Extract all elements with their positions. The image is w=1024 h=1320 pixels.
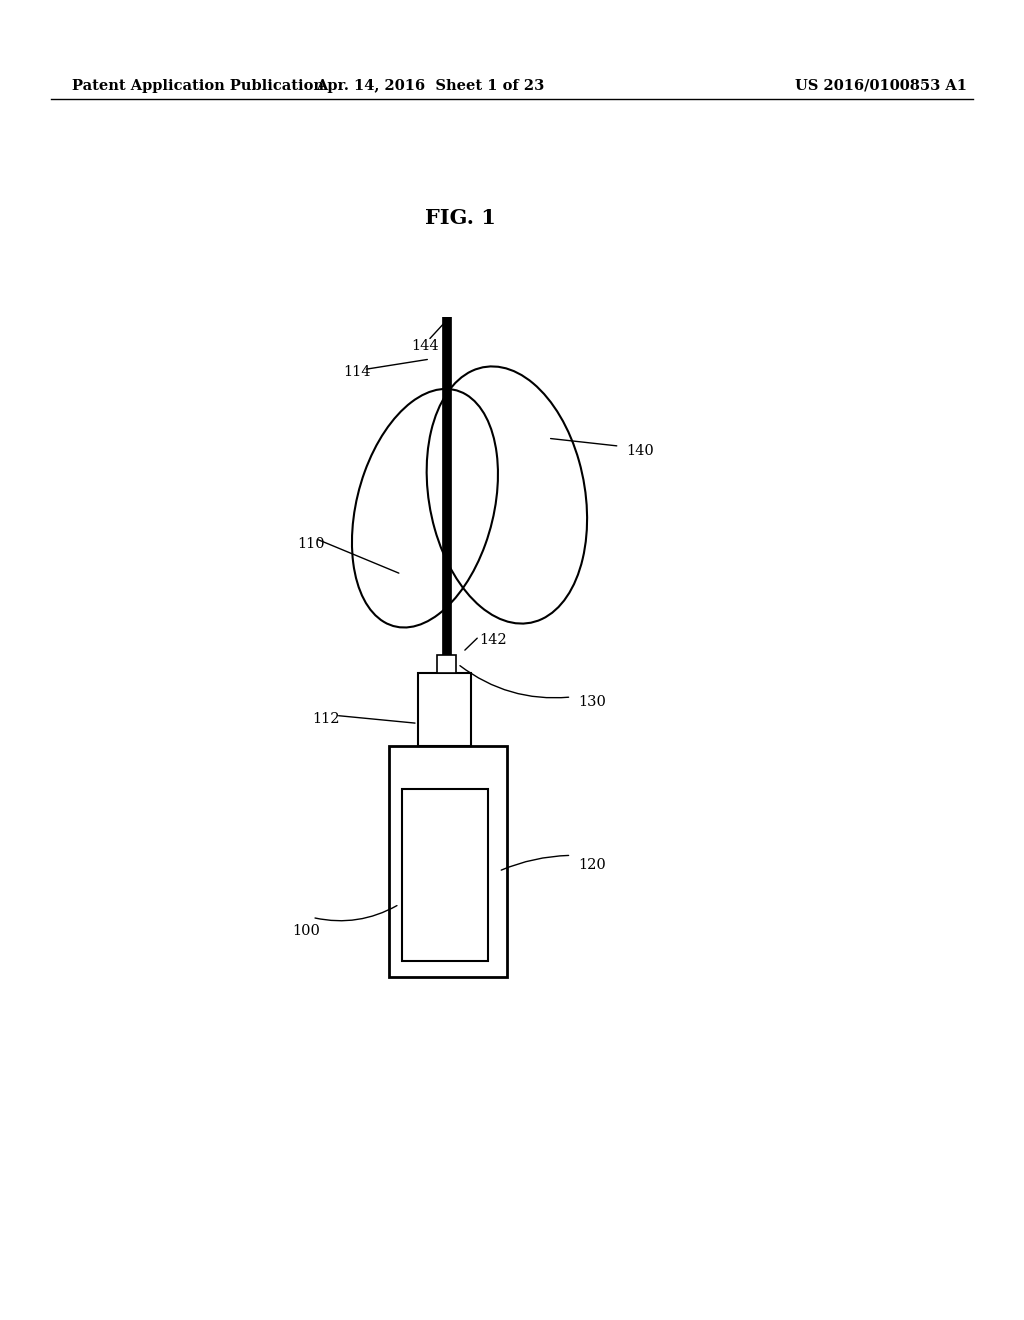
Text: US 2016/0100853 A1: US 2016/0100853 A1 xyxy=(795,79,967,92)
Text: 100: 100 xyxy=(292,924,319,937)
Text: Patent Application Publication: Patent Application Publication xyxy=(72,79,324,92)
FancyBboxPatch shape xyxy=(402,789,488,961)
Text: 140: 140 xyxy=(627,445,654,458)
FancyBboxPatch shape xyxy=(389,746,507,977)
FancyBboxPatch shape xyxy=(418,673,471,746)
FancyBboxPatch shape xyxy=(437,655,456,673)
Text: 142: 142 xyxy=(479,634,507,647)
Text: 144: 144 xyxy=(412,339,438,352)
Text: Apr. 14, 2016  Sheet 1 of 23: Apr. 14, 2016 Sheet 1 of 23 xyxy=(316,79,544,92)
Text: FIG. 1: FIG. 1 xyxy=(425,207,497,228)
Text: 110: 110 xyxy=(297,537,325,550)
Text: 112: 112 xyxy=(312,713,340,726)
Text: 114: 114 xyxy=(343,366,371,379)
Text: 120: 120 xyxy=(579,858,606,871)
Text: 130: 130 xyxy=(579,696,606,709)
